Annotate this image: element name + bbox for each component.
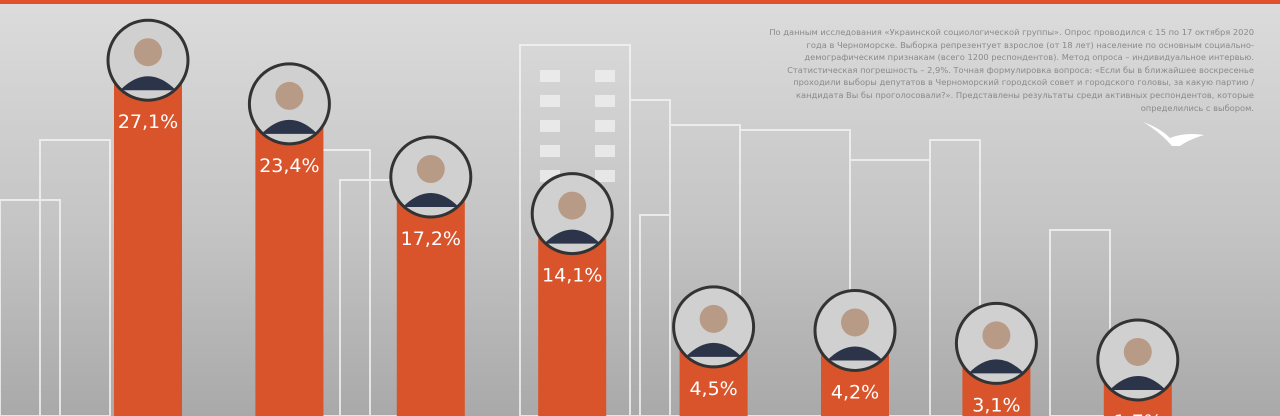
avatar-body (685, 342, 742, 357)
data-label: 4,2% (831, 381, 879, 403)
avatar-face (416, 155, 445, 184)
avatar-face (134, 38, 162, 67)
avatar-body (402, 193, 459, 208)
data-label: 4,5% (689, 378, 737, 400)
bar (255, 103, 324, 416)
data-label: 3,1% (972, 394, 1020, 416)
avatar-body (120, 76, 176, 91)
data-label: 1,7% (1114, 411, 1162, 416)
avatar-face (841, 308, 869, 337)
data-label: 27,1% (118, 111, 178, 133)
avatar-body (544, 229, 601, 244)
data-label: 23,4% (259, 155, 319, 177)
avatar-face (1123, 337, 1152, 366)
avatar-body (827, 346, 883, 361)
avatar-face (558, 191, 587, 220)
avatar-body (261, 119, 318, 134)
avatar-face (699, 304, 728, 333)
survey-methodology-note: По данным исследования «Украинской социо… (769, 27, 1254, 113)
data-label: 14,1% (542, 265, 602, 287)
avatar-face (982, 321, 1011, 350)
avatar-body (1109, 375, 1166, 390)
avatar-face (275, 81, 304, 110)
avatar-body (968, 359, 1025, 374)
bar (114, 60, 182, 416)
data-label: 17,2% (401, 228, 461, 250)
top-accent-bar (0, 0, 1280, 4)
seagull-icon (1143, 122, 1204, 146)
